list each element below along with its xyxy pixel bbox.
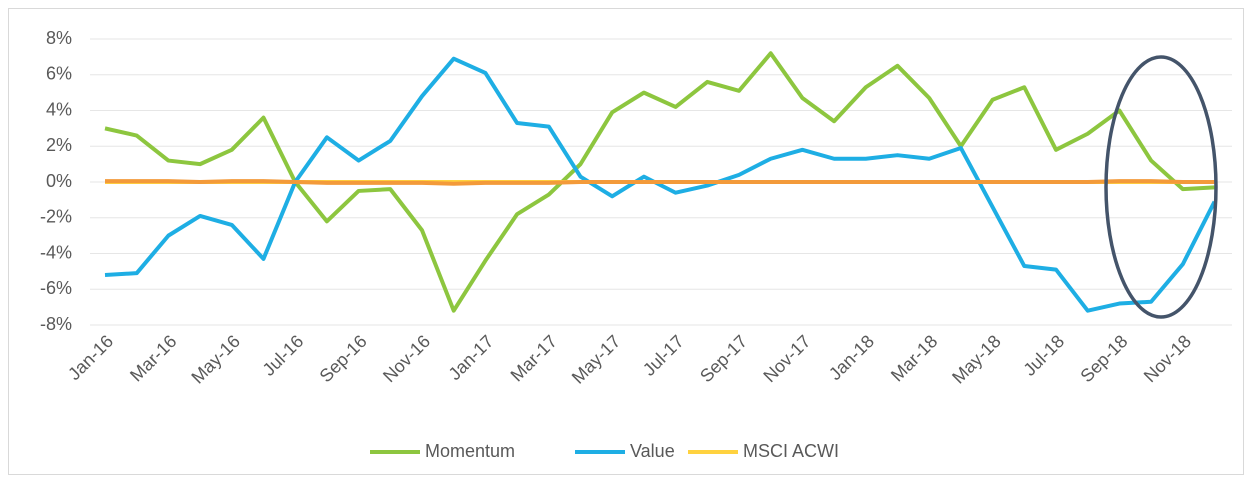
y-tick-label: 8%	[46, 28, 72, 48]
y-tick-label: -4%	[40, 242, 72, 262]
chart-border	[8, 8, 1244, 475]
series-line	[104, 51, 1215, 313]
legend-label: MSCI ACWI	[743, 441, 839, 461]
lines	[104, 51, 1217, 313]
y-tick-label: 2%	[46, 135, 72, 155]
highlight-ellipse	[1104, 55, 1218, 319]
series-line	[105, 179, 1215, 186]
legend-label: Momentum	[425, 441, 515, 461]
series-line	[104, 56, 1217, 313]
y-tick-label: -8%	[40, 314, 72, 334]
y-tick-label: -6%	[40, 278, 72, 298]
y-tick-label: 4%	[46, 99, 72, 119]
legend-label: Value	[630, 441, 675, 461]
y-tick-label: 0%	[46, 171, 72, 191]
y-tick-label: 6%	[46, 64, 72, 84]
y-tick-label: -2%	[40, 207, 72, 227]
